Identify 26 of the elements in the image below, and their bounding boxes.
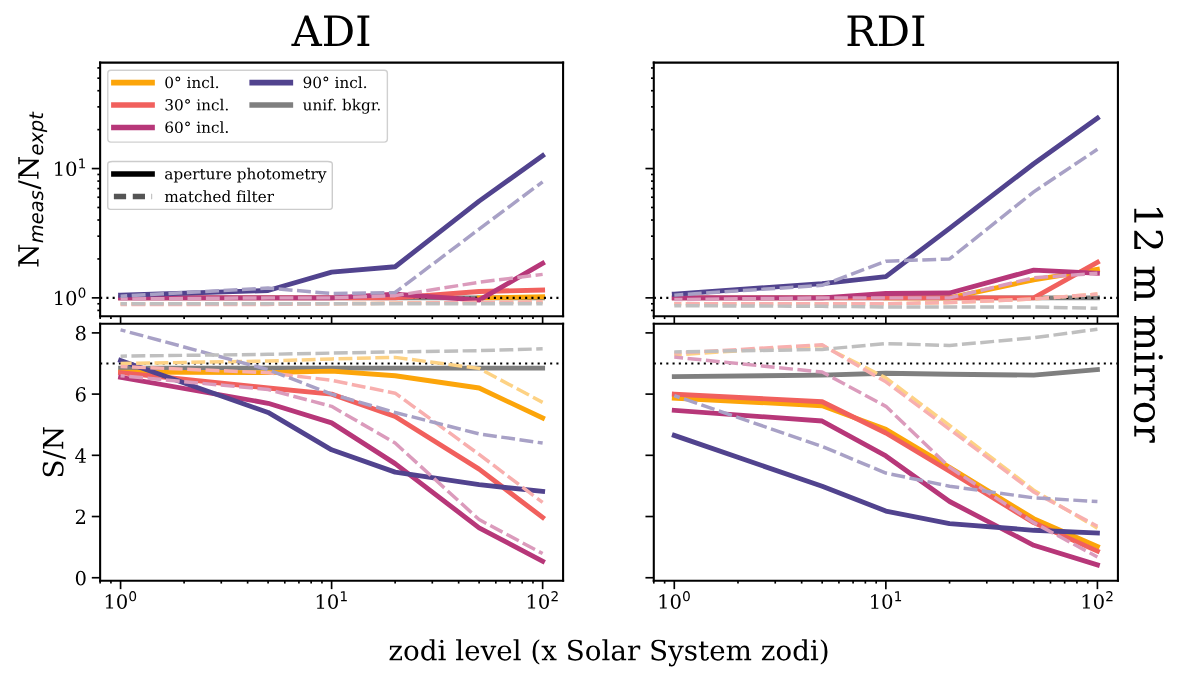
legend-label: 90° incl. [303,76,367,89]
y-tick-label: 0 [75,570,86,586]
x-tick-label: 10$^{1}$ [316,591,347,609]
x-tick-label: 10$^{1}$ [871,591,902,609]
y-tick-label: 6 [75,387,86,402]
y-tick-label: 4 [75,448,86,463]
y-axis-title: N$_{meas}$/N$_{expt}$ [18,111,48,267]
x-tick-label: 10$^{0}$ [659,591,690,609]
legend-label: unif. bkgr. [303,98,380,114]
text: 12 m mirror [1133,208,1164,443]
x-tick-label: 10$^{2}$ [1082,591,1113,609]
x-axis-title: zodi level (x Solar System zodi) [389,639,828,667]
annotation: aperture photometry [165,167,327,183]
x-tick-label: 10$^{0}$ [105,591,137,609]
legend-label: 30° incl. [165,98,228,111]
chart-title: RDI [847,15,925,46]
y-axis-title: S/N [42,427,66,477]
y-tick-label: 2 [75,509,86,524]
legend-label: 60° incl. [165,121,228,134]
y-tick-label: 10$^{1}$ [55,158,86,177]
chart-title: ADI [291,15,370,46]
y-tick-label: 8 [75,325,86,341]
legend-label: 0° incl. [165,76,219,89]
y-tick-label: 10$^{0}$ [55,287,86,306]
annotation: matched filter [164,190,275,203]
x-tick-label: 10$^{2}$ [527,591,558,609]
